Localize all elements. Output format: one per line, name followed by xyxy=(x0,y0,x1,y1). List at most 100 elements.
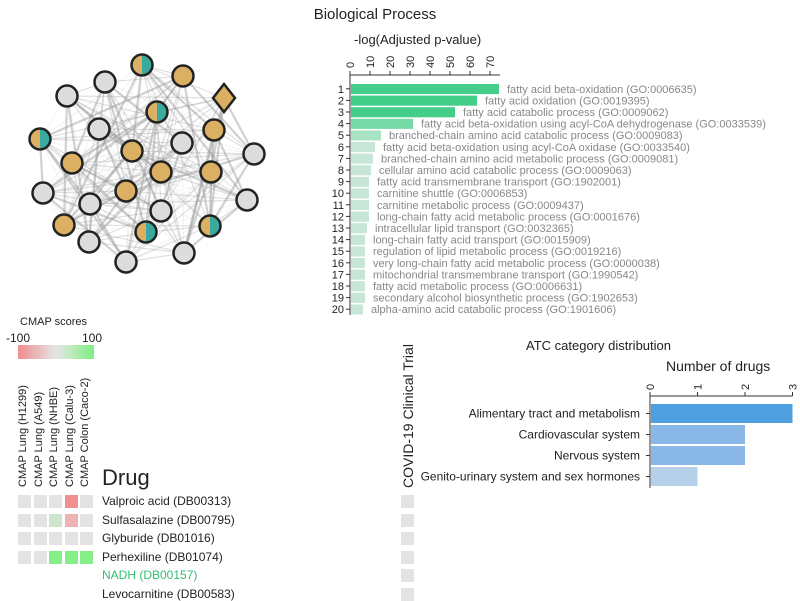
network-edge xyxy=(39,138,183,144)
bp-rank-label: 15 xyxy=(332,246,344,258)
bp-term-label: secondary alcohol biosynthetic process (… xyxy=(373,293,638,305)
network-edge xyxy=(42,192,127,263)
network-edge xyxy=(182,129,216,254)
cmap-column-header: CMAP Lung (A549) xyxy=(32,391,45,487)
bp-bar xyxy=(351,234,365,245)
cmap-score-cell xyxy=(33,513,47,527)
network-edge xyxy=(181,142,185,254)
drug-name[interactable]: Sulfasalazine (DB00795) xyxy=(102,512,235,527)
cmap-score-cell xyxy=(49,513,62,527)
network-node-split xyxy=(198,214,222,238)
network-node-gold xyxy=(120,139,144,163)
network-node-split xyxy=(145,100,169,124)
network-edge xyxy=(63,224,185,254)
network-node-gold xyxy=(60,151,84,175)
network-edge xyxy=(87,128,101,243)
network-edge xyxy=(213,129,248,201)
bp-rank-label: 17 xyxy=(332,269,344,281)
bp-term-label: long-chain fatty acid metabolic process … xyxy=(377,211,640,223)
network-edge xyxy=(131,150,212,173)
bp-bar xyxy=(351,118,413,129)
cmap-legend-min: -100 xyxy=(6,331,31,345)
network-node-gray xyxy=(242,142,266,166)
bp-term-label: carnitine shuttle (GO:0006853) xyxy=(377,188,527,200)
network-edge xyxy=(39,64,143,140)
network-edge xyxy=(181,75,212,227)
network-edge xyxy=(63,210,162,226)
network-edge xyxy=(71,111,158,164)
cmap-score-cell xyxy=(64,513,78,527)
network-edge xyxy=(125,64,143,263)
atc-category-label: Cardiovascular system xyxy=(519,428,640,442)
bp-rank-label: 13 xyxy=(332,223,344,235)
bp-tick-label: 40 xyxy=(425,56,437,68)
network-node-gray xyxy=(78,192,102,216)
network-edge xyxy=(71,97,225,164)
bp-term-label: fatty acid beta-oxidation using acyl-CoA… xyxy=(383,142,690,154)
network-edge xyxy=(66,95,185,254)
network-edge xyxy=(125,190,185,254)
network-edge xyxy=(71,162,147,233)
network-node-gray xyxy=(170,131,194,155)
cmap-column-header: CMAP Lung (H1299) xyxy=(17,385,29,487)
bp-term-label: cellular amino acid catabolic process (G… xyxy=(379,165,632,177)
cmap-column-header: CMAP Lung (Calu-3) xyxy=(63,385,76,487)
network-edge xyxy=(42,190,127,194)
network-node-gray xyxy=(114,250,138,274)
bp-bar xyxy=(351,130,381,141)
network-node-gray xyxy=(235,188,259,212)
network-edge xyxy=(63,64,143,226)
network-edge xyxy=(98,128,248,201)
cmap-score-cell xyxy=(33,532,47,545)
network-edge xyxy=(131,150,255,155)
network-edge xyxy=(66,95,211,227)
network-edge xyxy=(145,199,248,233)
network-node-diamond xyxy=(211,81,237,115)
network-edge xyxy=(88,171,162,243)
cmap-score-cell xyxy=(49,550,62,564)
network-edge xyxy=(66,95,215,131)
bp-bar xyxy=(351,95,477,106)
network-edge xyxy=(70,81,107,164)
bp-rank-label: 18 xyxy=(332,281,344,293)
network-edge xyxy=(39,97,225,140)
bp-bar xyxy=(351,176,369,187)
bp-rank-label: 6 xyxy=(338,142,344,154)
bp-term-label: fatty acid catabolic process (GO:0009062… xyxy=(463,107,668,119)
bp-bar-chart: 0 10 20 30 40 50 60 70 1 fatty acid beta-oxidatio… xyxy=(332,56,766,316)
cmap-legend-gradient xyxy=(18,345,94,359)
drug-name[interactable]: Levocarnitine (DB00583) xyxy=(102,586,235,601)
bp-rank-label: 14 xyxy=(332,235,344,247)
bp-rank-label: 20 xyxy=(332,304,344,316)
network-node-gray xyxy=(172,241,196,265)
cmap-score-cell xyxy=(80,495,93,508)
bp-term-label: intracellular lipid transport (GO:003236… xyxy=(375,223,574,235)
network-edge xyxy=(39,74,184,141)
network-node-gray xyxy=(93,70,117,94)
atc-tick-label: 2 xyxy=(740,384,752,390)
bp-term-label: fatty acid beta-oxidation using acyl-CoA… xyxy=(421,119,766,131)
bp-rank-label: 7 xyxy=(338,153,344,165)
atc-bar xyxy=(651,425,745,444)
drug-name[interactable]: NADH (DB00157) xyxy=(102,568,198,582)
drug-name[interactable]: Valproic acid (DB00313) xyxy=(102,494,232,508)
network-edge xyxy=(66,95,162,173)
bp-bar xyxy=(351,246,365,257)
network-edge xyxy=(66,95,212,173)
atc-bar xyxy=(651,467,698,486)
network-edge xyxy=(39,138,162,212)
bp-axis-title: -log(Adjusted p-value) xyxy=(354,32,482,47)
network-edge xyxy=(89,64,143,205)
bp-bar xyxy=(351,223,367,234)
network-edge xyxy=(125,153,255,192)
drug-name[interactable]: Perhexiline (DB01074) xyxy=(102,549,223,564)
drug-name[interactable]: Glyburide (DB01016) xyxy=(102,531,215,545)
atc-bar-chart: 0 1 2 3 Alimentary tract and metabolism Cardi… xyxy=(421,384,800,488)
network-node-gray xyxy=(77,230,101,254)
network-edge xyxy=(98,128,185,254)
network-node-gold xyxy=(52,213,76,237)
network-edge xyxy=(104,81,162,173)
bp-rank-label: 16 xyxy=(332,258,344,270)
bp-tick-label: 30 xyxy=(405,56,417,68)
bp-chart-title: Biological Process xyxy=(313,6,437,23)
